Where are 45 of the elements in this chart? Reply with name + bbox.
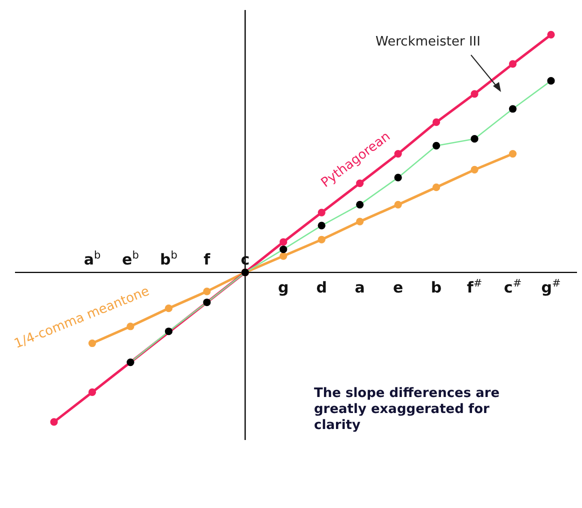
point — [547, 30, 555, 39]
point — [508, 105, 517, 113]
point — [280, 238, 288, 246]
point — [356, 218, 364, 226]
x-tick-label: e$^{b}$ — [122, 249, 140, 268]
text: Werckmeister III — [376, 34, 480, 50]
x-tick-label: e — [392, 278, 404, 296]
x-tick-label: a$^{b}$ — [84, 249, 101, 268]
x-tick-label: f$^{#}$ — [466, 277, 482, 296]
point — [318, 208, 326, 216]
x-tick-label: g$^{#}$ — [541, 277, 561, 296]
x-tick-label: a — [354, 278, 365, 296]
point — [470, 166, 478, 174]
point — [356, 200, 364, 208]
point — [432, 118, 440, 126]
point — [88, 339, 96, 348]
annotation: The slope differences are greatly exaggerated for clarity — [314, 386, 501, 434]
point — [280, 252, 288, 260]
x-tick-label: d — [316, 278, 327, 296]
point — [508, 150, 517, 158]
point — [318, 236, 326, 244]
point — [394, 150, 402, 158]
point — [394, 174, 402, 182]
point — [280, 246, 288, 254]
point — [470, 90, 478, 98]
x-tick-label: g — [278, 278, 289, 296]
x-tick-label: f — [204, 250, 211, 268]
point — [203, 288, 211, 296]
point — [432, 142, 440, 150]
point — [126, 322, 134, 330]
x-tick-label: b — [430, 278, 442, 296]
point — [50, 418, 58, 426]
point — [470, 135, 478, 143]
point — [88, 388, 96, 396]
point — [432, 184, 440, 192]
x-tick-label: b$^{b}$ — [160, 249, 178, 268]
point — [126, 358, 134, 366]
point — [508, 60, 517, 68]
point — [203, 298, 211, 306]
point — [547, 77, 555, 85]
x-tick-label: c$^{#}$ — [504, 277, 522, 296]
point — [394, 200, 402, 208]
point — [164, 304, 172, 312]
point — [318, 222, 326, 230]
point — [164, 328, 172, 336]
